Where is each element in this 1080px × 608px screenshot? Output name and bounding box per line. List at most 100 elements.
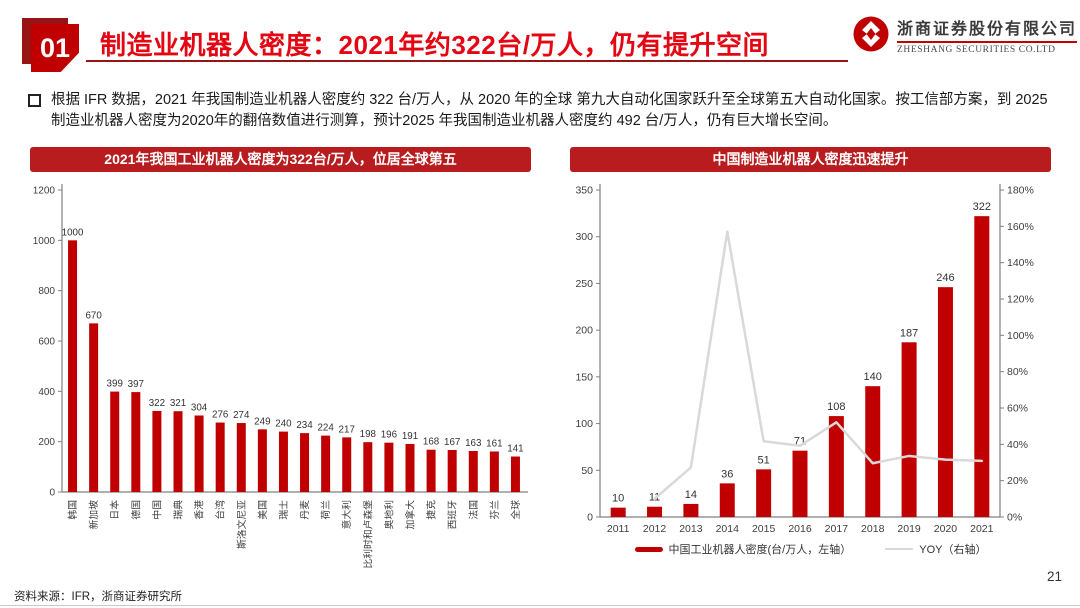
title-underline [86, 60, 848, 62]
left-y-tick-label: 300 [575, 231, 593, 243]
bar [405, 443, 415, 492]
bar-value-label: 321 [170, 398, 186, 409]
logo-divider [897, 41, 1078, 43]
bar-value-label: 397 [128, 379, 144, 390]
legend-item-yoy: YOY（右轴） [885, 541, 986, 557]
category-label: 意大利 [340, 500, 353, 529]
bar [300, 433, 310, 492]
bar [321, 435, 331, 492]
y-tick-label: 1000 [33, 236, 56, 247]
company-logo-icon [853, 16, 889, 52]
bar [342, 437, 352, 492]
bar [257, 429, 267, 492]
data-source-note: 资料来源：IFR，浙商证券研究所 [14, 591, 183, 603]
year-label: 2016 [788, 523, 812, 535]
category-label: 全球 [509, 500, 522, 520]
bar-value-label: 276 [212, 410, 229, 421]
bar [865, 386, 881, 517]
category-label: 奥地利 [382, 500, 395, 529]
bar [683, 503, 699, 517]
right-y-tick-label: 80% [1007, 366, 1028, 378]
bar [610, 507, 626, 517]
line-series-label: YOY（右轴） [919, 544, 987, 556]
bar-value-label: 51 [758, 454, 770, 466]
year-label: 2013 [679, 523, 703, 535]
category-label: 捷克 [425, 500, 438, 520]
bar [89, 323, 99, 492]
bar-value-label: 322 [973, 201, 991, 213]
left-y-tick-label: 250 [575, 278, 593, 290]
category-label: 法国 [467, 500, 480, 520]
y-tick-label: 600 [38, 337, 55, 348]
right-chart-legend: 中国工业机器人密度(台/万人，左轴） YOY（右轴） [570, 541, 1051, 557]
company-name-en: ZHESHANG SECURITIES CO.LTD [897, 45, 1056, 55]
bar-value-label: 108 [827, 401, 845, 413]
category-label: 台湾 [214, 500, 227, 520]
bar-value-label: 234 [296, 420, 313, 431]
right-y-tick-label: 160% [1007, 221, 1034, 233]
category-label: 荷兰 [319, 500, 332, 520]
bar-series-label: 中国工业机器人密度(台/万人，左轴） [668, 544, 852, 556]
y-tick-label: 0 [49, 488, 55, 499]
bar-value-label: 399 [107, 379, 123, 390]
company-logo-text: 浙商证券股份有限公司 ZHESHANG SECURITIES CO.LTD [897, 15, 1078, 55]
bar [468, 450, 478, 492]
bar-value-label: 187 [900, 327, 918, 339]
year-label: 2014 [716, 523, 740, 535]
bar [131, 392, 141, 492]
left-y-tick-label: 0 [587, 512, 593, 524]
category-label: 加拿大 [404, 500, 417, 530]
bar-value-label: 1000 [62, 227, 84, 238]
year-label: 2017 [825, 523, 849, 535]
y-tick-label: 200 [38, 437, 55, 448]
category-label: 德国 [129, 500, 142, 520]
left-chart-title-banner: 2021年我国工业机器人密度为322台/万人，位居全球第五 [30, 147, 531, 172]
category-label: 芬兰 [488, 500, 501, 520]
bar [828, 416, 844, 517]
bar-value-label: 198 [360, 429, 377, 440]
bar-value-label: 224 [317, 423, 334, 434]
right-y-tick-label: 180% [1007, 185, 1034, 197]
right-y-tick-label: 60% [1007, 403, 1028, 415]
bar-value-label: 322 [149, 398, 165, 409]
bar [756, 469, 772, 517]
bar [937, 287, 953, 517]
right-y-tick-label: 100% [1007, 330, 1034, 342]
category-label: 瑞士 [277, 500, 290, 520]
bar [647, 506, 663, 517]
left-y-tick-label: 200 [575, 325, 593, 337]
bar-value-label: 36 [721, 468, 733, 480]
bar [384, 442, 394, 492]
bar-series-marker-icon [634, 546, 663, 552]
bar [236, 423, 246, 492]
bar [68, 240, 78, 492]
left-y-tick-label: 50 [581, 465, 593, 477]
left-chart: 0 200 400 600 800 1000 1200 1000 韩国 670 新加坡 399 日本 39… [33, 184, 528, 569]
bar [510, 456, 520, 492]
category-label: 日本 [108, 500, 121, 520]
section-number-badge: 01 [31, 24, 79, 72]
bar [363, 442, 373, 492]
category-label: 西班牙 [447, 500, 459, 530]
bar-value-label: 249 [254, 416, 270, 427]
bar-value-label: 191 [402, 431, 418, 442]
right-y-tick-label: 20% [1007, 475, 1028, 487]
y-tick-label: 800 [38, 286, 55, 297]
page-number: 21 [1046, 569, 1062, 584]
company-logo: 浙商证券股份有限公司 ZHESHANG SECURITIES CO.LTD [852, 15, 1078, 55]
bar-value-label: 161 [486, 438, 502, 449]
left-y-tick-label: 150 [575, 371, 593, 383]
section-number: 01 [39, 32, 71, 63]
bar [152, 410, 162, 492]
right-y-tick-label: 120% [1007, 294, 1034, 306]
bar [974, 216, 990, 517]
category-label: 丹麦 [299, 500, 311, 520]
left-y-tick-label: 100 [575, 418, 593, 430]
right-y-tick-label: 0% [1007, 512, 1022, 524]
year-label: 2019 [897, 523, 921, 535]
category-label: 韩国 [66, 500, 79, 520]
legend-item-density: 中国工业机器人密度(台/万人，左轴） [634, 541, 852, 557]
company-name-cn: 浙商证券股份有限公司 [897, 21, 1078, 38]
category-label: 香港 [194, 500, 206, 520]
year-label: 2011 [607, 523, 630, 535]
